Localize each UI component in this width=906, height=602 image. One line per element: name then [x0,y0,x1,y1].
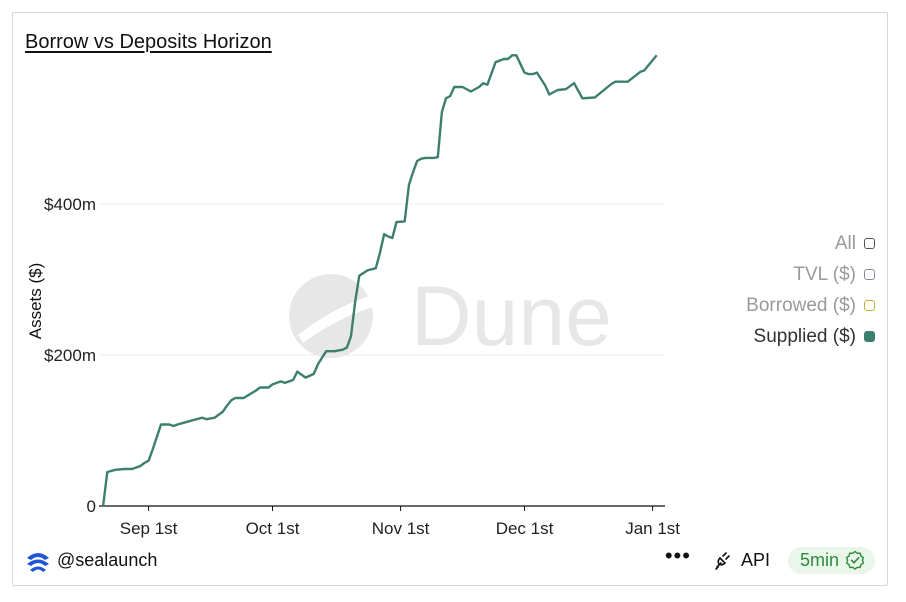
sealaunch-logo-icon [27,553,49,572]
chart-card: Borrow vs Deposits Horizon Dune 0 $200m $4… [12,12,888,586]
x-tick-label: Jan 1st [625,519,680,538]
legend-swatch [864,269,875,280]
legend-item[interactable]: Borrowed ($) [746,290,875,321]
legend-item[interactable]: TVL ($) [746,259,875,290]
legend-swatch [864,300,875,311]
footer: @sealaunch ••• API 5min [25,545,875,575]
y-axis-label: Assets ($) [26,263,45,340]
x-tick-label: Nov 1st [372,519,430,538]
api-label: API [740,549,770,570]
verified-check-icon [845,550,865,570]
author-name: @sealaunch [57,549,158,570]
refresh-interval-badge[interactable]: 5min [787,546,875,574]
legend-swatch [864,238,875,249]
api-button[interactable]: API [713,549,770,571]
watermark-text: Dune [411,269,612,363]
y-tick-label: $200m [44,346,96,365]
legend-label: TVL ($) [793,263,856,285]
x-tick-label: Sep 1st [120,519,178,538]
x-tick-label: Oct 1st [246,519,300,538]
series-line-supplied[interactable] [101,54,658,507]
legend-swatch [864,331,875,342]
chart-title[interactable]: Borrow vs Deposits Horizon [25,31,272,53]
refresh-label: 5min [799,549,839,570]
y-tick-label: $400m [44,195,96,214]
legend-label: Supplied ($) [753,325,856,347]
line-chart: Dune 0 $200m $400m Sep 1st Oct 1st Nov 1st De… [26,54,680,538]
legend-label: All [834,232,856,254]
watermark: Dune [289,269,612,363]
x-tick-label: Dec 1st [496,519,554,538]
legend-item[interactable]: Supplied ($) [746,321,875,352]
y-tick-label: 0 [87,497,96,516]
author-link[interactable]: @sealaunch [25,547,157,573]
more-menu-button[interactable]: ••• [664,543,691,568]
legend: All TVL ($) Borrowed ($) Supplied ($) [746,228,875,352]
legend-label: Borrowed ($) [746,294,856,316]
legend-item[interactable]: All [746,228,875,259]
plug-icon [715,552,730,570]
